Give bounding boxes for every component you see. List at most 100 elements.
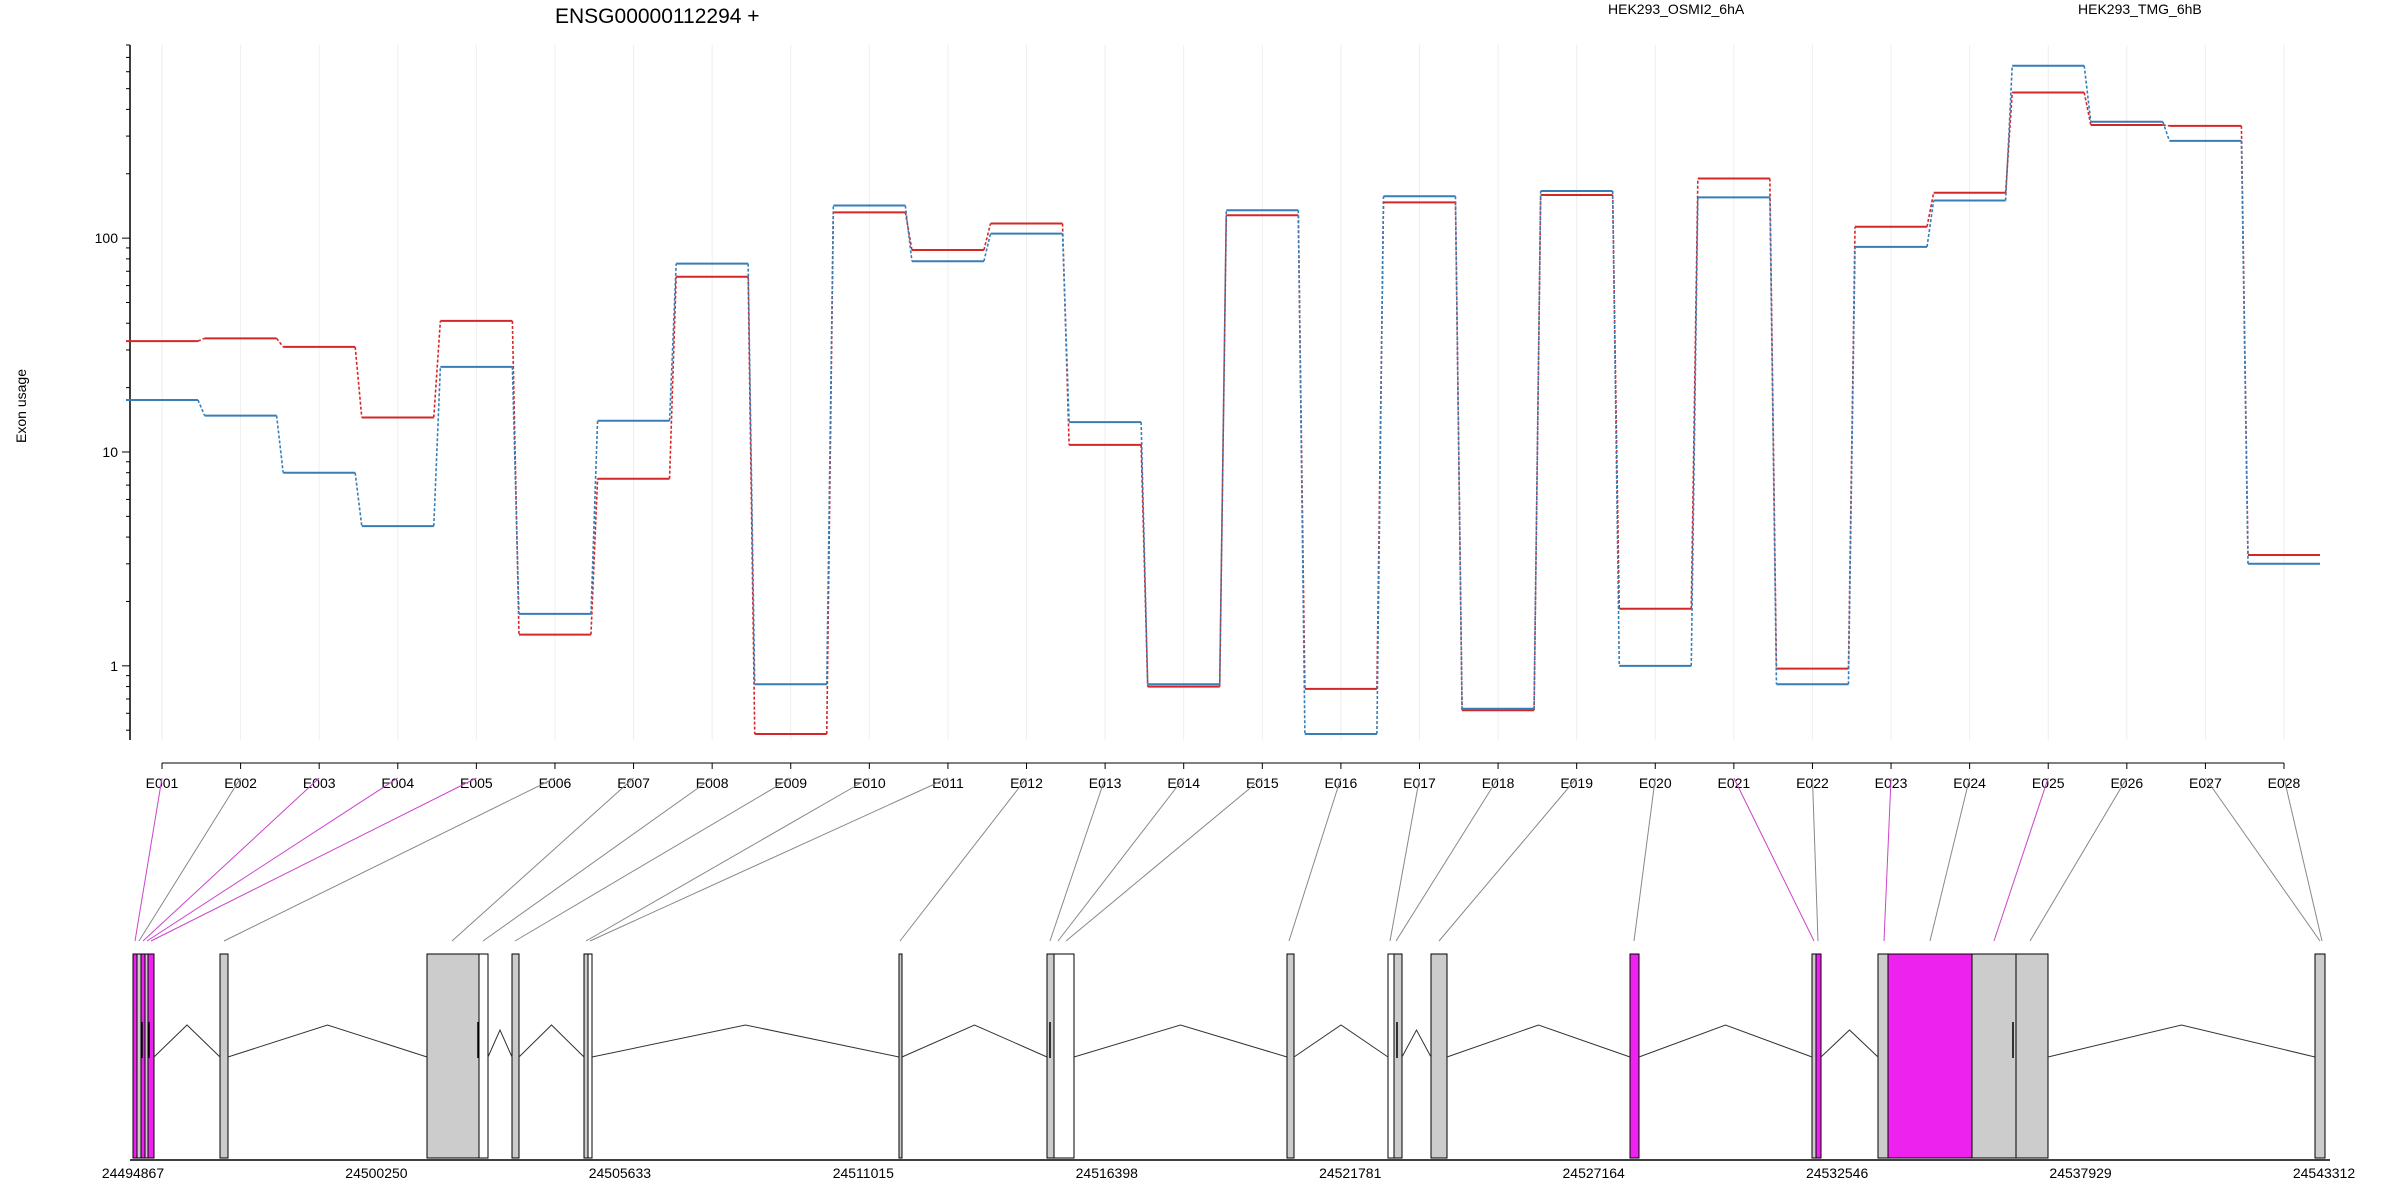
intron-line bbox=[591, 1024, 900, 1058]
x-tick-label: E013 bbox=[1089, 775, 1122, 791]
data-connector bbox=[2162, 124, 2170, 127]
x-tick-label: E016 bbox=[1325, 775, 1358, 791]
exon-box bbox=[1815, 953, 1822, 1159]
intron-line bbox=[1401, 1028, 1432, 1058]
data-connector bbox=[1926, 192, 1935, 227]
exon-box bbox=[1877, 953, 1889, 1159]
exon-box bbox=[898, 953, 903, 1159]
exon-connector bbox=[1633, 777, 1656, 942]
exon-connector bbox=[1438, 777, 1578, 942]
data-connector bbox=[2083, 92, 2092, 126]
data-connector bbox=[1926, 200, 1935, 248]
coordinate-label: 24511015 bbox=[833, 1165, 894, 1181]
exon-box bbox=[132, 953, 138, 1159]
exon-connector bbox=[150, 777, 477, 942]
x-tick-label: E005 bbox=[460, 775, 493, 791]
data-connector bbox=[275, 415, 284, 473]
coordinate-label: 24505633 bbox=[589, 1165, 652, 1181]
data-connector bbox=[590, 478, 599, 635]
data-connector bbox=[668, 276, 677, 479]
data-connector bbox=[197, 337, 205, 342]
exon-box bbox=[1053, 953, 1075, 1159]
data-connector bbox=[1376, 202, 1385, 689]
x-tick-label: E002 bbox=[224, 775, 257, 791]
x-tick-label: E018 bbox=[1482, 775, 1515, 791]
data-connector bbox=[668, 263, 677, 421]
intron-line bbox=[1446, 1024, 1631, 1058]
coordinate-label: 24516398 bbox=[1076, 1165, 1139, 1181]
exon-connector bbox=[1395, 777, 1499, 942]
data-connector bbox=[354, 346, 363, 418]
x-tick-label: E024 bbox=[1953, 775, 1986, 791]
exon-connector bbox=[142, 777, 320, 942]
y-tick-label: 1 bbox=[110, 658, 118, 674]
data-connector bbox=[1769, 197, 1778, 685]
intron-line bbox=[901, 1024, 1048, 1058]
exon-box bbox=[136, 953, 142, 1159]
exon-box bbox=[219, 953, 229, 1159]
x-tick-label: E021 bbox=[1718, 775, 1751, 791]
intron-line bbox=[153, 1024, 221, 1058]
connector-lines bbox=[134, 777, 2323, 942]
y-axis-label: Exon usage bbox=[13, 369, 29, 443]
exon-connector bbox=[1057, 777, 1185, 942]
exon-connector bbox=[1993, 777, 2049, 942]
exon-box bbox=[583, 953, 589, 1159]
exon-connector bbox=[223, 777, 556, 942]
exon-box bbox=[478, 953, 489, 1159]
x-tick-label: E015 bbox=[1246, 775, 1279, 791]
exon-box bbox=[1811, 953, 1817, 1159]
exon-connector bbox=[1883, 777, 1892, 942]
intron-line bbox=[1073, 1024, 1288, 1058]
intron-line bbox=[1293, 1024, 1389, 1058]
x-tick-label: E017 bbox=[1403, 775, 1436, 791]
data-connector bbox=[2004, 65, 2014, 201]
x-tick-label: E001 bbox=[146, 775, 179, 791]
data-connector bbox=[1061, 233, 1070, 423]
exon-connector bbox=[514, 777, 791, 942]
legend-series-1: HEK293_OSMI2_6hA bbox=[1608, 1, 1745, 17]
data-connector bbox=[747, 263, 756, 685]
x-tick-label: E006 bbox=[539, 775, 572, 791]
data-connector bbox=[747, 276, 756, 735]
exon-connector bbox=[1049, 777, 1106, 942]
y-tick-label: 100 bbox=[95, 230, 119, 246]
exon-connector bbox=[1389, 777, 1420, 942]
x-tick-label: E003 bbox=[303, 775, 336, 791]
data-connector bbox=[825, 205, 835, 685]
intron-line bbox=[487, 1028, 513, 1058]
exon-box bbox=[1971, 953, 2017, 1159]
data-connector bbox=[2240, 125, 2249, 555]
data-connector bbox=[983, 223, 992, 251]
x-axis: E001 E002 E003 E004 E005 E006 E007 E008 E009 E010… bbox=[146, 762, 2301, 791]
exon-box bbox=[1286, 953, 1295, 1159]
coordinate-label: 24494867 bbox=[102, 1165, 165, 1181]
x-tick-label: E027 bbox=[2189, 775, 2222, 791]
exon-connector bbox=[2283, 777, 2323, 942]
exon-box bbox=[1629, 953, 1640, 1159]
data-connector bbox=[1140, 444, 1149, 687]
x-tick-label: E007 bbox=[617, 775, 650, 791]
series-lines bbox=[126, 64, 2320, 736]
data-connector bbox=[1690, 197, 1699, 666]
data-connector bbox=[2083, 65, 2092, 122]
data-connector bbox=[1218, 210, 1228, 685]
grid bbox=[161, 45, 2285, 740]
data-connector bbox=[1218, 215, 1228, 687]
x-tick-label: E004 bbox=[381, 775, 414, 791]
data-connector bbox=[275, 337, 284, 348]
intron-line bbox=[1638, 1024, 1813, 1058]
x-tick-label: E008 bbox=[696, 775, 729, 791]
exon-connector bbox=[1733, 777, 1815, 942]
x-tick-label: E020 bbox=[1639, 775, 1672, 791]
x-tick-label: E010 bbox=[853, 775, 886, 791]
exon-connector bbox=[1065, 777, 1263, 942]
data-connector bbox=[1533, 191, 1542, 709]
exon-connector bbox=[1288, 777, 1342, 942]
data-connector bbox=[432, 320, 442, 418]
exon-connector bbox=[589, 777, 949, 942]
data-connector bbox=[1297, 210, 1306, 735]
data-connector bbox=[590, 420, 599, 614]
exon-connector bbox=[1811, 777, 1819, 942]
